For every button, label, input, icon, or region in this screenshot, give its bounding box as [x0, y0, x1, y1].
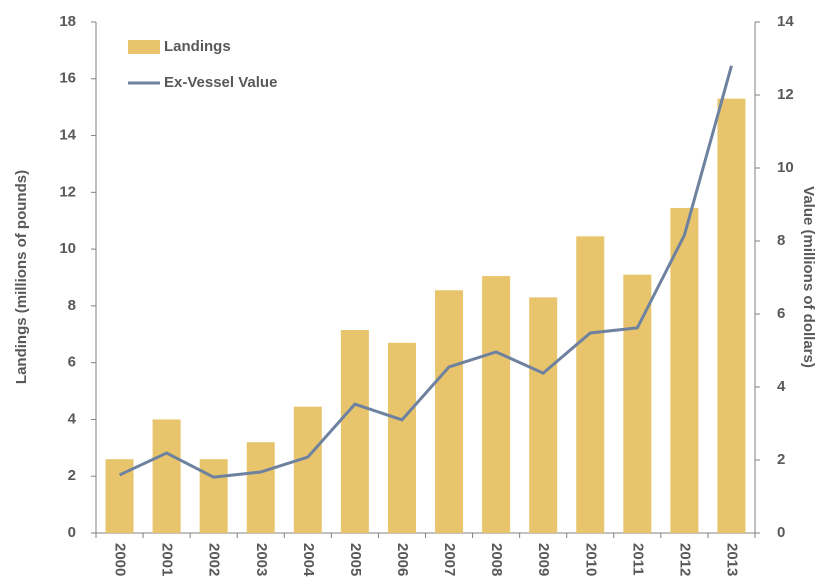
bar	[623, 274, 652, 533]
y-tick-label: 2	[68, 467, 76, 484]
y2-tick-label: 4	[777, 378, 786, 395]
x-tick-label: 2008	[488, 543, 505, 576]
y2-axis-label: Value (millions of dollars)	[800, 186, 817, 368]
bar	[529, 297, 558, 533]
x-tick-label: 2004	[300, 543, 317, 577]
y-tick-label: 4	[68, 410, 77, 427]
bar	[576, 236, 605, 533]
bar	[670, 207, 699, 534]
y-tick-label: 0	[68, 524, 76, 541]
y-tick-label: 10	[59, 240, 76, 257]
y-tick-label: 12	[59, 183, 76, 200]
x-tick-label: 2002	[206, 543, 223, 576]
y2-tick-label: 12	[777, 86, 794, 103]
x-tick-label: 2001	[159, 543, 176, 576]
x-tick-label: 2000	[112, 543, 129, 576]
bar	[387, 342, 416, 533]
y-tick-label: 18	[59, 13, 76, 30]
y2-tick-label: 14	[777, 13, 794, 30]
y-tick-label: 8	[68, 297, 76, 314]
y2-tick-label: 8	[777, 232, 785, 249]
y-tick-label: 16	[59, 70, 76, 87]
x-tick-label: 2006	[394, 543, 411, 576]
x-tick-label: 2012	[676, 543, 693, 576]
y2-tick-label: 6	[777, 305, 785, 322]
x-tick-label: 2013	[723, 543, 740, 576]
legend-label: Landings	[164, 38, 231, 55]
bar	[293, 406, 322, 533]
y2-tick-label: 10	[777, 159, 794, 176]
y2-tick-label: 0	[777, 524, 785, 541]
bar	[152, 419, 181, 533]
x-tick-label: 2003	[253, 543, 270, 576]
x-tick-label: 2011	[629, 543, 646, 576]
y-tick-label: 14	[59, 127, 76, 144]
bar	[199, 459, 228, 533]
y-axis-label: Landings (millions of pounds)	[13, 170, 30, 384]
legend-label: Ex-Vessel Value	[164, 74, 277, 91]
y2-tick-label: 2	[777, 451, 785, 468]
bar	[246, 442, 275, 533]
x-tick-label: 2007	[441, 543, 458, 576]
x-tick-label: 2005	[347, 543, 364, 576]
legend-swatch	[128, 40, 160, 54]
bar	[435, 290, 464, 533]
bar	[482, 276, 511, 533]
y-tick-label: 6	[68, 354, 76, 371]
line	[118, 65, 733, 479]
x-tick-label: 2009	[535, 543, 552, 576]
bar	[717, 98, 746, 534]
x-tick-label: 2010	[582, 543, 599, 576]
bar	[340, 330, 369, 533]
